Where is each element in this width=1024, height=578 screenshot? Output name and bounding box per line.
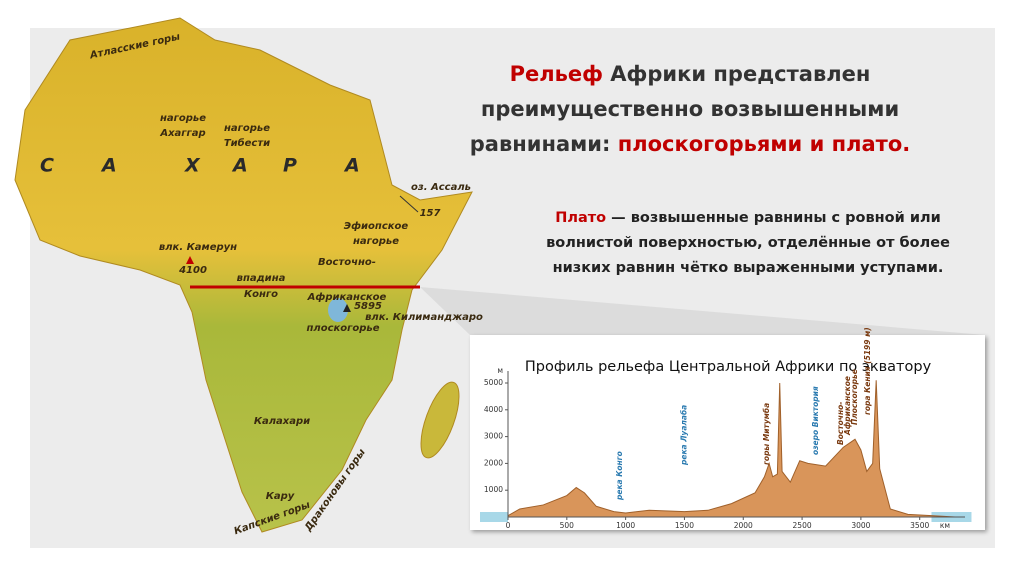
map-label: Ахаггар (159, 128, 205, 139)
text-line: низких равнин чётко выраженными уступами… (553, 260, 944, 276)
profile-annotation: Плоскогорье (850, 369, 859, 425)
sahara-letter: Х (184, 155, 201, 177)
map-label: оз. Ассаль (411, 182, 471, 193)
text-part: Рельеф (510, 62, 603, 86)
peak-marker (343, 304, 351, 312)
sahara-letter: А (343, 155, 360, 177)
map-label: 4100 (178, 265, 207, 276)
map-label: влк. Килиманджаро (365, 312, 483, 323)
y-unit: м (497, 366, 503, 375)
map-label: впадина (237, 273, 286, 284)
map-label: Кару (266, 491, 295, 502)
x-tick-label: 2500 (793, 521, 812, 530)
map-label: Эфиопское (344, 220, 409, 232)
leader (399, 195, 419, 213)
profile-annotation: горы Митумба (762, 403, 771, 465)
x-tick-label: 500 (560, 521, 575, 530)
profile-annotation: река Конго (615, 451, 624, 501)
text-part: волнистой поверхностью, отделённые от бо… (546, 235, 950, 251)
y-tick-label: 1000 (484, 485, 503, 494)
text-line: равнинами: плоскогорьями и плато. (470, 132, 910, 156)
map-label: Африканское (307, 291, 387, 303)
text-line: Рельеф Африки представлен (510, 62, 871, 86)
map-label: Восточно- (318, 257, 376, 268)
y-tick-label: 3000 (484, 432, 503, 441)
madagascar (420, 381, 460, 459)
text-part: Плато (555, 210, 606, 226)
map-label: 5895 (354, 301, 382, 312)
elevation-area (507, 380, 956, 518)
map-label: нагорье (160, 113, 206, 124)
sahara-letter: А (100, 155, 117, 177)
sahara-letter: Р (283, 155, 297, 177)
profile-annotation: гора Кения (5199 м) (863, 327, 872, 415)
y-tick-label: 4000 (484, 405, 503, 414)
connector (420, 287, 985, 335)
profile-annotation: Восточно- (836, 402, 845, 445)
lake (328, 298, 348, 322)
y-tick-label: 2000 (484, 458, 503, 467)
map-label: Калахари (254, 416, 310, 427)
profile-annotation: Африканское (843, 376, 852, 436)
x-unit: км (940, 521, 950, 530)
text-part: Африки представлен (603, 62, 870, 86)
x-tick-label: 1000 (616, 521, 635, 530)
text-part: — возвышенные равнины с ровной или (606, 210, 941, 226)
sahara-letter: А (231, 155, 248, 177)
x-tick-label: 3000 (851, 521, 870, 530)
profile-annotation: река Луалаба (679, 405, 688, 466)
x-tick-label: 1500 (675, 521, 694, 530)
text-line: Плато — возвышенные равнины с ровной или (555, 210, 941, 226)
x-tick-label: 0 (506, 521, 511, 530)
map-label: Конго (244, 289, 278, 300)
map-label: нагорье (224, 123, 270, 134)
water (480, 512, 508, 522)
profile-title: Профиль рельефа Центральной Африки по эк… (525, 359, 932, 375)
africa (14, 17, 473, 533)
profile-annotation: озеро Виктория (811, 386, 820, 455)
text-part: плоскогорьями и плато. (618, 132, 911, 156)
text-part: равнинами: (470, 132, 618, 156)
map-label: влк. Камерун (159, 242, 237, 253)
sahara-letter: С (40, 155, 54, 177)
peak-marker (186, 256, 194, 264)
text-line: преимущественно возвышенными (481, 97, 899, 121)
map-label: плоскогорье (306, 323, 379, 334)
y-tick-label: 5000 (484, 378, 503, 387)
profile-box (470, 335, 985, 530)
text-part: преимущественно возвышенными (481, 97, 899, 121)
map-label: нагорье (353, 236, 399, 247)
x-tick-label: 3500 (910, 521, 929, 530)
x-tick-label: 2000 (734, 521, 753, 530)
text-line: волнистой поверхностью, отделённые от бо… (546, 235, 950, 251)
text-part: низких равнин чётко выраженными уступами… (553, 260, 944, 276)
map-label: Тибести (224, 137, 270, 149)
map-label: 157 (420, 208, 441, 219)
